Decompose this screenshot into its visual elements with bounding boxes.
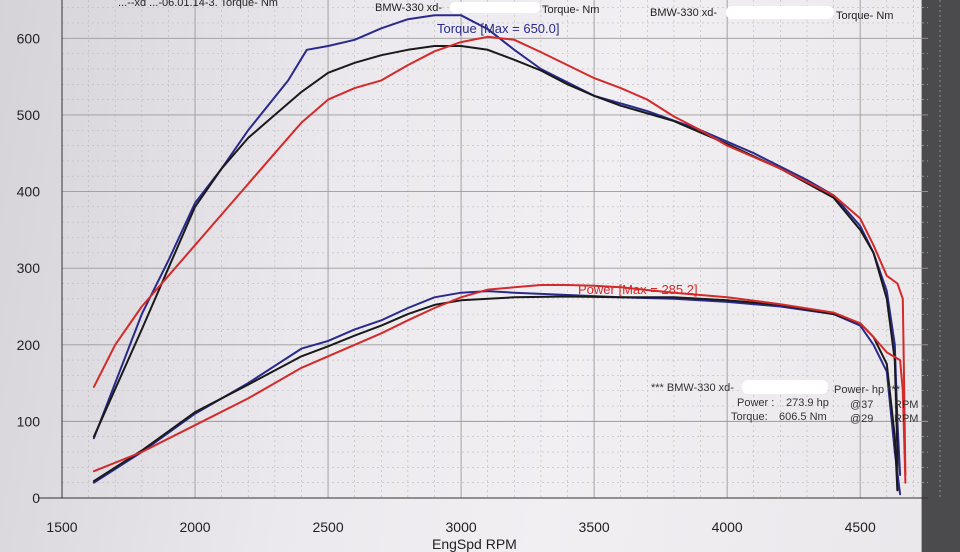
- series-lines: [92, 14, 907, 496]
- info-power-label: Power :: [737, 397, 774, 409]
- x-tick-label: 2500: [312, 519, 343, 535]
- power-annotation: Power [Max = 285.2]: [578, 282, 698, 297]
- header-item-1: ...--xd ...-06.01.14-3. Torque- Nm: [118, 0, 278, 9]
- header-item-4: BMW-330 xd-: [650, 7, 717, 19]
- torque-annotation: Torque [Max = 650.0]: [437, 21, 560, 36]
- info-torque-label: Torque:: [731, 411, 768, 423]
- axes: [38, 0, 928, 499]
- x-axis-title: EngSpd RPM: [432, 536, 517, 552]
- info-line1-prefix: *** BMW-330 xd-: [651, 382, 734, 394]
- y-tick-label: 400: [17, 184, 41, 200]
- info-power-at: @37: [850, 399, 873, 411]
- x-tick-label: 3000: [446, 519, 477, 535]
- series-line-red: [92, 35, 907, 476]
- series-line-red: [92, 284, 907, 484]
- header: ...--xd ...-06.01.14-3. Torque- Nm BMW-3…: [118, 0, 893, 22]
- redaction-mark: [742, 380, 828, 394]
- info-box: *** BMW-330 xd- Power- hp *** Power : 27…: [651, 380, 918, 425]
- header-item-2: BMW-330 xd-: [375, 2, 442, 14]
- x-tick-label: 2000: [179, 519, 210, 535]
- grid-lines: [61, 0, 941, 499]
- info-torque-value: 606.5 Nm: [779, 411, 827, 423]
- y-tick-label: 100: [17, 413, 41, 429]
- y-tick-label: 200: [17, 337, 41, 353]
- x-tick-label: 1500: [46, 519, 77, 535]
- series-line-black: [92, 45, 899, 492]
- x-tick-label: 4500: [845, 519, 876, 535]
- x-tick-labels: 1500 2000 2500 3000 3500 4000 4500: [46, 519, 876, 535]
- header-item-5: Torque- Nm: [836, 10, 893, 22]
- y-tick-label: 600: [17, 30, 41, 46]
- y-tick-label: 500: [17, 107, 41, 123]
- x-tick-label: 3500: [579, 519, 610, 535]
- info-torque-at: @29: [850, 413, 873, 425]
- y-tick-label: 300: [17, 260, 41, 276]
- series-line-blue: [92, 14, 902, 476]
- y-tick-label: 0: [32, 490, 40, 506]
- info-line1-suffix: Power- hp ***: [834, 384, 901, 396]
- x-tick-label: 4000: [712, 519, 743, 535]
- series-line-blue: [92, 290, 902, 496]
- info-power-rpm: RPM: [894, 399, 918, 411]
- info-power-value: 273.9 hp: [786, 397, 829, 409]
- header-item-3: Torque- Nm: [542, 4, 599, 16]
- redaction-mark: [726, 6, 834, 19]
- info-torque-rpm: RPM: [894, 413, 918, 425]
- y-tick-labels: 0 100 200 300 400 500 600: [17, 30, 41, 506]
- redaction-mark: [450, 2, 540, 13]
